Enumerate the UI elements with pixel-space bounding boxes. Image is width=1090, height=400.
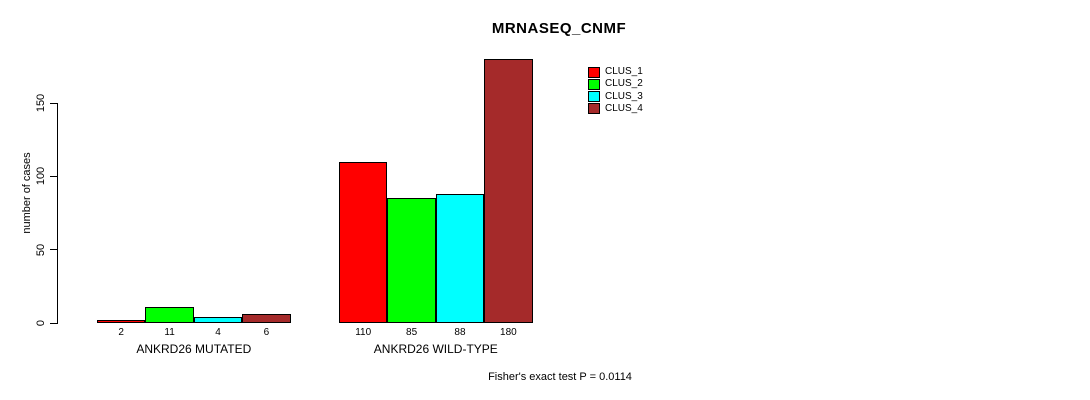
bar-value-label: 6 <box>263 327 270 338</box>
bar-value-label: 11 <box>164 327 175 338</box>
legend-item-clus_3: CLUS_3 <box>588 91 643 103</box>
bar-clus_1-group1 <box>97 320 146 323</box>
bar-value-label: 85 <box>406 327 418 338</box>
legend-swatch-clus_4 <box>588 103 600 115</box>
chart-title: MRNASEQ_CNMF <box>491 20 627 37</box>
x-category-label: ANKRD26 MUTATED <box>136 342 252 356</box>
bar-clus_4-group1 <box>242 314 291 323</box>
bar-clus_3-group2 <box>435 193 485 323</box>
bar-clus_2-group1 <box>145 306 194 323</box>
x-category-label: ANKRD26 WILD-TYPE <box>373 342 498 356</box>
y-tick-label: 100 <box>35 167 47 186</box>
bar-value-label: 4 <box>215 327 221 338</box>
bar-value-label: 110 <box>355 327 372 338</box>
y-tick-label: 50 <box>35 243 47 256</box>
y-tick-label: 150 <box>35 93 47 113</box>
y-axis-tick <box>50 249 58 251</box>
legend-label: CLUS_3 <box>605 90 643 102</box>
legend-swatch-clus_2 <box>588 78 600 90</box>
bar-clus_1-group2 <box>339 161 388 323</box>
bar-value-label: 2 <box>118 327 124 338</box>
legend-item-clus_4: CLUS_4 <box>588 103 643 115</box>
bar-value-label: 180 <box>500 327 517 338</box>
y-axis-tick <box>50 102 58 104</box>
legend-label: CLUS_4 <box>605 102 643 114</box>
legend-swatch-clus_3 <box>588 91 600 103</box>
y-axis-label: number of cases <box>21 152 33 234</box>
legend-label: CLUS_1 <box>605 66 643 77</box>
bar-clus_2-group2 <box>387 198 436 323</box>
bar-clus_3-group1 <box>193 317 243 323</box>
legend-item-clus_2: CLUS_2 <box>588 78 643 90</box>
bar-value-label: 88 <box>454 327 466 338</box>
y-tick-label: 0 <box>35 319 47 327</box>
footnote-pvalue: Fisher's exact test P = 0.0114 <box>488 371 632 383</box>
y-axis-tick <box>50 322 58 324</box>
y-axis-line <box>57 103 58 323</box>
y-axis-tick <box>50 175 58 177</box>
legend-label: CLUS_2 <box>605 78 643 90</box>
legend-item-clus_1: CLUS_1 <box>588 66 643 78</box>
bar-clus_4-group2 <box>484 59 533 323</box>
legend-swatch-clus_1 <box>588 66 600 78</box>
